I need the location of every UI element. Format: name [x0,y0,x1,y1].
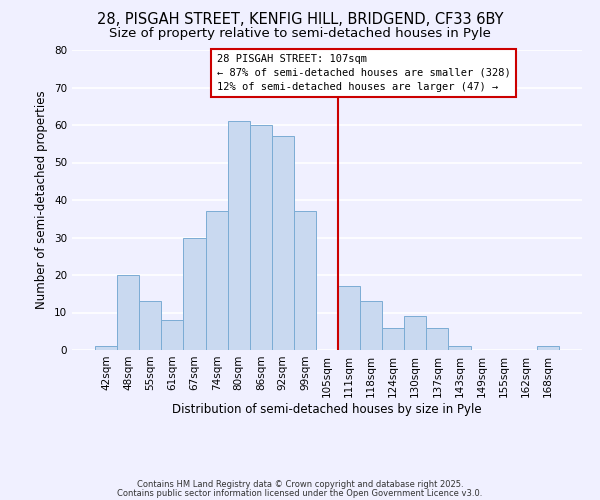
Text: Contains public sector information licensed under the Open Government Licence v3: Contains public sector information licen… [118,488,482,498]
Text: Size of property relative to semi-detached houses in Pyle: Size of property relative to semi-detach… [109,28,491,40]
Bar [404,316,427,350]
Bar [227,121,250,350]
Y-axis label: Number of semi-detached properties: Number of semi-detached properties [35,90,49,310]
Text: Contains HM Land Registry data © Crown copyright and database right 2025.: Contains HM Land Registry data © Crown c… [137,480,463,489]
Bar [139,301,161,350]
Bar [250,125,272,350]
Bar [360,301,382,350]
Bar [117,275,139,350]
Text: 28, PISGAH STREET, KENFIG HILL, BRIDGEND, CF33 6BY: 28, PISGAH STREET, KENFIG HILL, BRIDGEND… [97,12,503,28]
Text: 28 PISGAH STREET: 107sqm
← 87% of semi-detached houses are smaller (328)
12% of : 28 PISGAH STREET: 107sqm ← 87% of semi-d… [217,54,511,92]
Bar [95,346,117,350]
Bar [448,346,470,350]
Bar [427,328,448,350]
X-axis label: Distribution of semi-detached houses by size in Pyle: Distribution of semi-detached houses by … [172,402,482,415]
Bar [206,211,227,350]
Bar [184,238,206,350]
Bar [338,286,360,350]
Bar [294,211,316,350]
Bar [537,346,559,350]
Bar [272,136,294,350]
Bar [382,328,404,350]
Bar [161,320,184,350]
